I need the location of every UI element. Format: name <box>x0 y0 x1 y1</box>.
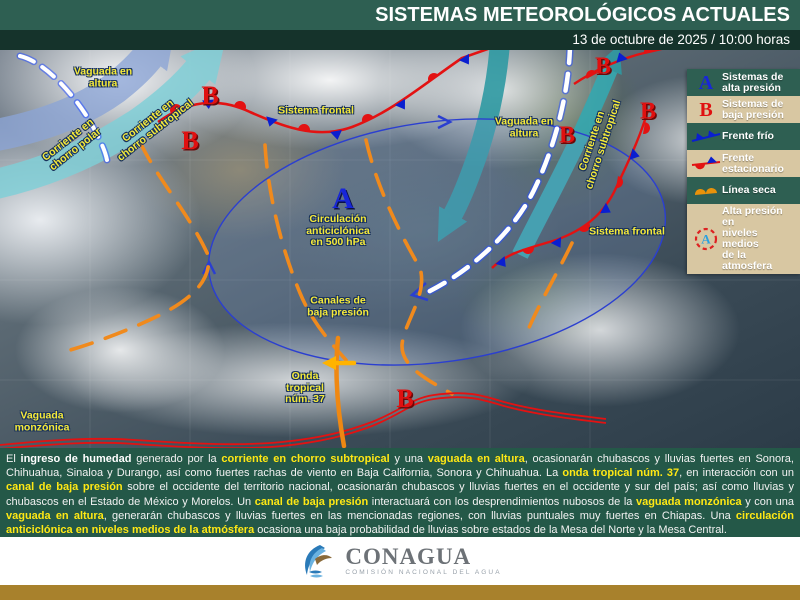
frente-estacionario-noreste <box>573 50 663 85</box>
footer: CONAGUA COMISIÓN NACIONAL DEL AGUA <box>0 537 800 585</box>
summary-segment: vaguada en altura <box>427 453 525 465</box>
subtropical-jet-west-arrow <box>0 50 227 199</box>
summary-segment: , en interacción con un <box>679 467 794 480</box>
label-circulacion-anticiclonica: Circulación anticiclónica en 500 hPa <box>306 212 370 248</box>
legend-row-frente-frio: Frente frío <box>687 123 800 150</box>
gold-footer-bar <box>0 585 800 600</box>
label-corriente-chorro-subtropical-este: Corriente en chorro subtropical <box>576 98 623 191</box>
summary-segment: corriente en chorro subtropical <box>221 453 390 465</box>
canal-baja-presion-4 <box>526 241 574 332</box>
ellipse-flow-chevron-left <box>201 259 217 275</box>
low-pressure-mark: B <box>396 384 414 413</box>
legend-label: Frente frío <box>722 130 774 142</box>
legend-row-baja-presion: B Sistemas de baja presión <box>687 96 800 123</box>
low-icon-cell: B <box>690 100 722 120</box>
upper-trough-arrow <box>437 50 510 242</box>
summary-segment: y una <box>389 453 428 465</box>
onda-tropical-line <box>322 335 357 448</box>
label-vaguada-altura-nw: Vaguada en altura <box>73 65 133 89</box>
legend-label: Frente estacionario <box>722 151 784 175</box>
anticyclonic-circulation-ellipse <box>201 114 667 366</box>
satellite-map: Vaguada en altura Corriente en chorro pol… <box>0 50 800 448</box>
high-icon-cell: A <box>690 73 722 93</box>
summary-segment: , generarán chubascos y lluvias fuertes … <box>103 509 736 522</box>
legend-label: Alta presión en niveles medios de la atm… <box>722 205 783 272</box>
conagua-brand: CONAGUA <box>345 544 472 569</box>
stationary-front-icon-cell <box>690 156 722 171</box>
bulletin-datetime: 13 de octubre de 2025 / 10:00 horas <box>0 30 800 50</box>
low-pressure-mark: B <box>639 98 657 125</box>
legend-label: Sistemas de baja presión <box>722 97 784 121</box>
summary-segment: ingreso de humedad <box>20 453 132 465</box>
summary-segment: sobre el occidente del territorio nacion… <box>6 481 794 508</box>
low-pressure-mark: B <box>558 122 576 149</box>
mid-level-high-icon-cell: A <box>690 226 722 252</box>
legend-row-frente-estacionario: Frente estacionario <box>687 150 800 177</box>
label-onda-tropical: Onda tropical núm. 37 <box>285 369 325 405</box>
conagua-tagline: COMISIÓN NACIONAL DEL AGUA <box>345 569 502 576</box>
canal-baja-presion-2 <box>263 143 348 362</box>
low-pressure-channels <box>61 138 574 396</box>
legend-row-alta-presion: A Sistemas de alta presión <box>687 69 800 96</box>
summary-segment: vaguada en altura <box>6 509 104 522</box>
map-legend: A Sistemas de alta presión B Sistemas de ba… <box>687 69 800 274</box>
stationary-front-icon <box>691 156 721 170</box>
vaguada-dashed-line-west <box>16 52 111 164</box>
legend-row-linea-seca: Línea seca <box>687 177 800 204</box>
summary-segment: canal de baja presión <box>254 495 369 508</box>
polar-jet-arrow <box>0 50 177 151</box>
conagua-logo-icon <box>305 545 333 578</box>
low-pressure-mark: B <box>181 126 199 155</box>
subtropical-jet-east-arrow <box>512 50 622 259</box>
high-pressure-icon: A <box>698 71 714 94</box>
low-pressure-mark: B <box>201 81 219 110</box>
summary-segment: El <box>6 453 21 465</box>
dry-line-icon-cell <box>690 184 722 198</box>
summary-segment: , ocasionarán chubascos y lluvias fuerte… <box>6 453 794 480</box>
dry-line-icon <box>694 187 717 195</box>
label-vaguada-monzonica: Vaguada monzónica <box>14 409 70 433</box>
mid-level-high-icon: A <box>694 227 718 251</box>
vaguada-monzonica-line <box>0 392 607 448</box>
weather-overlays-svg <box>0 50 800 448</box>
legend-label: Línea seca <box>722 184 776 196</box>
label-corriente-chorro-polar: Corriente en chorro polar <box>39 116 104 173</box>
summary-segment: y con una <box>741 495 794 508</box>
low-pressure-mark: B <box>594 53 612 80</box>
summary-segment: ocasiona una baja probabilidad de lluvia… <box>254 524 727 537</box>
low-pressure-icon: B <box>699 98 713 121</box>
summary-segment: generado por la <box>131 453 222 465</box>
summary-text: El ingreso de humedad generado por la co… <box>0 448 800 537</box>
summary-segment: vaguada monzónica <box>635 495 742 508</box>
canal-baja-presion-1 <box>61 140 211 354</box>
legend-label: Sistemas de alta presión <box>722 70 784 94</box>
summary-segment: interactuará con los desprendimientos nu… <box>368 495 636 508</box>
legend-row-alta-niveles-medios: A Alta presión en niveles medios de la at… <box>687 204 800 274</box>
frente-estacionario-norte <box>157 50 489 141</box>
cold-front-icon <box>691 130 721 142</box>
svg-text:A: A <box>701 232 711 247</box>
cold-front-icon-cell <box>690 130 722 144</box>
label-canales-baja-presion: Canales de baja presión <box>307 294 369 318</box>
map-annotations: Vaguada en altura Corriente en chorro pol… <box>0 50 800 448</box>
page-title: SISTEMAS METEOROLÓGICOS ACTUALES <box>0 0 800 30</box>
label-vaguada-altura-este: Vaguada en altura <box>494 115 554 139</box>
summary-segment: canal de baja presión <box>6 481 123 494</box>
high-pressure-mark: A <box>332 182 354 215</box>
label-sistema-frontal-norte: Sistema frontal <box>278 104 354 117</box>
frente-estacionario-este <box>491 109 651 271</box>
summary-segment: circulación anticiclónica en niveles med… <box>6 509 794 537</box>
summary-segment: onda tropical núm. 37 <box>562 467 680 480</box>
label-sistema-frontal-este: Sistema frontal <box>589 225 665 238</box>
ellipse-flow-chevron-top <box>437 114 453 130</box>
